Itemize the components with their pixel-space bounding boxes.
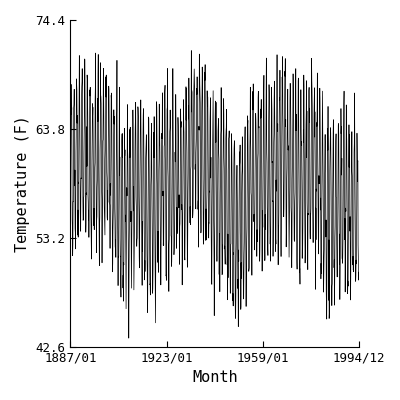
Y-axis label: Temperature (F): Temperature (F) [15, 115, 30, 252]
X-axis label: Month: Month [192, 370, 238, 385]
